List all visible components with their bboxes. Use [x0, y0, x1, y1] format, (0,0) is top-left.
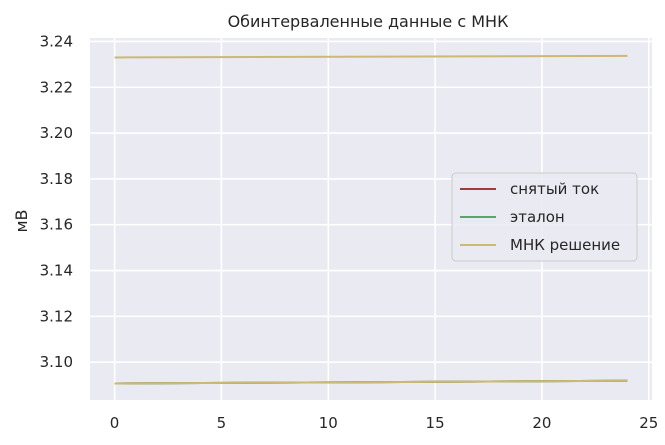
y-tick-label: 3.22 [40, 78, 73, 96]
series-line [114, 379, 628, 385]
y-tick-label: 3.14 [40, 262, 73, 280]
x-tick-label: 5 [217, 414, 227, 432]
y-tick-label: 3.20 [40, 124, 73, 142]
y-tick-label: 3.12 [40, 307, 73, 325]
y-tick-label: 3.18 [40, 170, 73, 188]
chart-title: Обинтерваленные данные с МНК [228, 12, 510, 31]
y-tick-label: 3.16 [40, 216, 73, 234]
x-tick-label: 25 [639, 414, 658, 432]
x-tick-label: 15 [426, 414, 445, 432]
y-tick-label: 3.24 [40, 32, 73, 50]
y-tick-label: 3.10 [40, 353, 73, 371]
x-tick-label: 10 [319, 414, 338, 432]
y-tick-labels: 3.10 3.12 3.14 3.16 3.18 3.20 3.22 3.24 [40, 32, 73, 371]
series-group [114, 54, 628, 385]
legend-box [451, 172, 638, 262]
legend-label: снятый ток [510, 180, 599, 198]
legend-label: эталон [510, 208, 565, 226]
series-line [114, 54, 628, 59]
x-tick-label: 20 [532, 414, 551, 432]
x-tick-label: 0 [110, 414, 120, 432]
y-axis-label: мВ [12, 209, 31, 232]
x-tick-labels: 0 5 10 15 20 25 [110, 414, 659, 432]
legend: снятый ток эталон МНК решение [451, 172, 638, 262]
legend-label: МНК решение [510, 236, 620, 254]
